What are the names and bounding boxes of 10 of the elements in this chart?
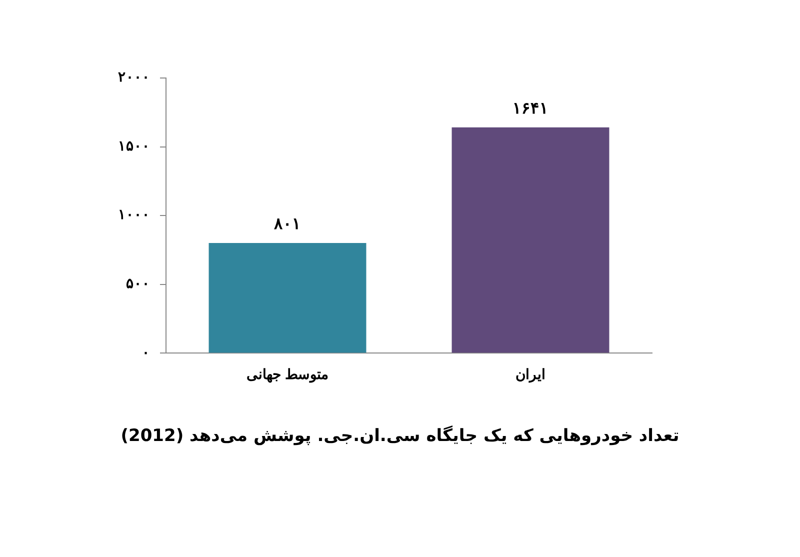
y-tick-label: ۵۰۰ (126, 277, 150, 292)
y-tick-label: ۱۰۰۰ (118, 208, 150, 224)
y-tick-label: ۱۵۰۰ (118, 139, 150, 154)
y-tick-label: ۲۰۰۰ (118, 70, 150, 86)
data-label: ۸۰۱ (273, 216, 301, 234)
x-tick-label: ایران (516, 368, 546, 384)
y-tick-label: ۰ (142, 346, 150, 361)
data-label: ۱۶۴۱ (512, 100, 548, 118)
text: تعداد خودروهایی که یک جایگاه سی.ان.جی. پوشش می‌دهد (2012) (120, 426, 680, 446)
x-tick-label: متوسط جهانی (246, 368, 329, 384)
